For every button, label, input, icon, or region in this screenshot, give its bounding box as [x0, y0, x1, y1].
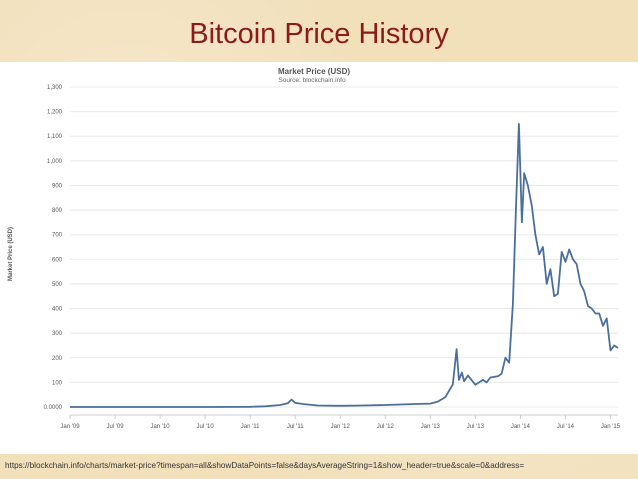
y-tick-label: 0.0000 [44, 405, 63, 411]
y-tick-label: 1,000 [47, 159, 63, 165]
slide-title: Bitcoin Price History [189, 18, 449, 50]
y-tick-label: 1,100 [47, 134, 63, 140]
axes: 0.0000 100 200 300 400 500 600 700 800 900 1,000 1,… [44, 85, 621, 430]
y-tick-label: 300 [52, 331, 63, 337]
y-tick-label: 400 [52, 307, 63, 313]
x-tick-label: Jul '10 [197, 424, 215, 430]
y-tick-label: 1,300 [47, 85, 63, 91]
series-layer [70, 123, 619, 408]
x-tick-label: Jul '09 [106, 424, 124, 430]
series-line-market-price [70, 123, 619, 408]
chart-subtitle: Source: blockchain.info [278, 77, 346, 84]
y-tick-label: 800 [52, 208, 63, 214]
y-tick-label: 500 [52, 282, 63, 288]
x-tick-label: Jan '14 [511, 424, 531, 430]
y-tick-label: 1,200 [47, 110, 63, 116]
x-tick-label: Jan '15 [601, 424, 621, 430]
y-tick-label: 600 [52, 257, 63, 263]
chart-title: Market Price (USD) [278, 67, 350, 76]
y-tick-label: 900 [52, 183, 63, 189]
y-tick-label: 200 [52, 356, 63, 362]
chart-panel: 0.0000 100 200 300 400 500 600 700 800 900 1,000 1,… [0, 62, 638, 454]
x-tick-label: Jan '09 [60, 424, 80, 430]
y-axis-label: Market Price (USD) [8, 227, 14, 281]
grid-lines [70, 86, 618, 408]
x-tick-label: Jul '14 [557, 424, 575, 430]
y-tick-label: 100 [52, 380, 63, 386]
source-url: https://blockchain.info/charts/market-pr… [5, 461, 525, 470]
x-tick-label: Jul '12 [377, 424, 395, 430]
y-tick-label: 700 [52, 233, 63, 239]
x-tick-label: Jan '13 [421, 424, 441, 430]
price-chart: 0.0000 100 200 300 400 500 600 700 800 900 1,000 1,… [8, 67, 621, 430]
x-tick-label: Jan '12 [331, 424, 351, 430]
x-tick-label: Jul '13 [467, 424, 485, 430]
x-tick-label: Jul '11 [287, 424, 304, 430]
x-tick-label: Jan '11 [241, 424, 260, 430]
x-tick-label: Jan '10 [150, 424, 170, 430]
